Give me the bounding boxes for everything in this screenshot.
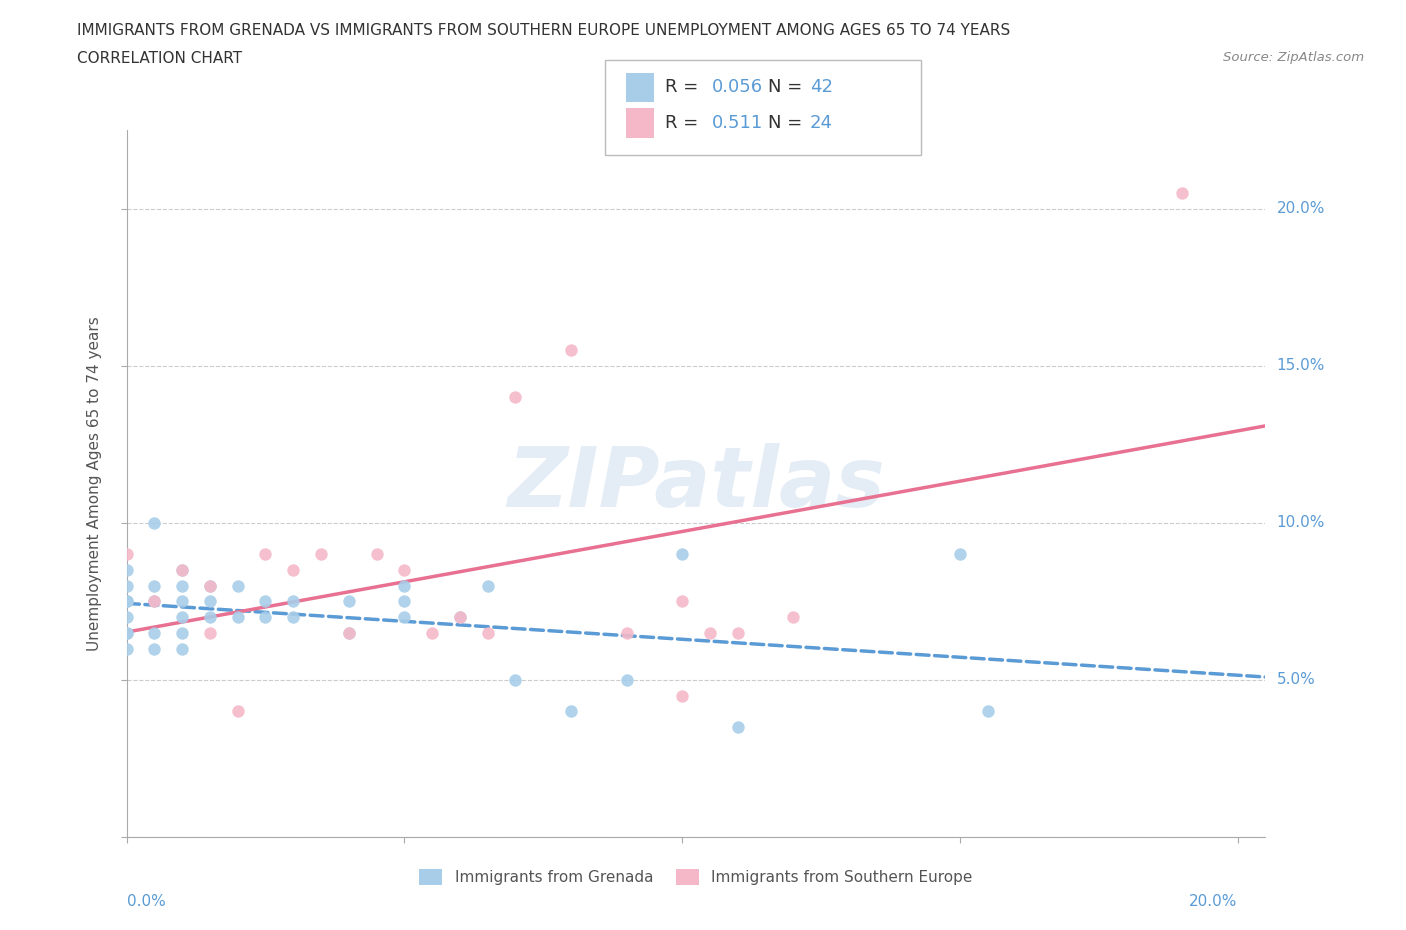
Point [172, 625, 194, 640]
Point [115, 578, 138, 593]
Point [671, 688, 693, 703]
Text: CORRELATION CHART: CORRELATION CHART [77, 51, 242, 66]
Point [115, 594, 138, 609]
Point [198, 610, 221, 625]
Point [782, 610, 804, 625]
Text: N =: N = [768, 78, 807, 97]
Text: 15.0%: 15.0% [1277, 358, 1324, 373]
Text: R =: R = [665, 113, 710, 132]
Point [394, 594, 416, 609]
Text: 20.0%: 20.0% [1189, 894, 1237, 909]
Point [198, 625, 221, 640]
Text: Source: ZipAtlas.com: Source: ZipAtlas.com [1223, 51, 1364, 64]
Point [115, 547, 138, 562]
Point [115, 625, 138, 640]
Point [949, 547, 972, 562]
Point [143, 594, 166, 609]
Point [115, 563, 138, 578]
Text: IMMIGRANTS FROM GRENADA VS IMMIGRANTS FROM SOUTHERN EUROPE UNEMPLOYMENT AMONG AG: IMMIGRANTS FROM GRENADA VS IMMIGRANTS FR… [77, 23, 1011, 38]
Point [226, 704, 249, 719]
Point [143, 625, 166, 640]
Point [616, 672, 638, 687]
Point [420, 625, 443, 640]
Point [477, 625, 499, 640]
Point [143, 594, 166, 609]
Point [254, 547, 277, 562]
Point [671, 547, 693, 562]
Point [172, 610, 194, 625]
Point [449, 610, 471, 625]
Text: 5.0%: 5.0% [1277, 672, 1315, 687]
Point [115, 641, 138, 656]
Point [115, 625, 138, 640]
Text: 24: 24 [810, 113, 832, 132]
Point [477, 578, 499, 593]
Point [115, 594, 138, 609]
Text: 0.511: 0.511 [711, 113, 762, 132]
Point [254, 594, 277, 609]
Point [337, 625, 360, 640]
Point [309, 547, 332, 562]
Y-axis label: Unemployment Among Ages 65 to 74 years: Unemployment Among Ages 65 to 74 years [87, 316, 103, 651]
Text: 20.0%: 20.0% [1277, 201, 1324, 217]
Text: R =: R = [665, 78, 704, 97]
Point [505, 672, 527, 687]
Text: 0.0%: 0.0% [127, 894, 166, 909]
Point [394, 563, 416, 578]
Legend: Immigrants from Grenada, Immigrants from Southern Europe: Immigrants from Grenada, Immigrants from… [412, 862, 980, 893]
Point [699, 625, 721, 640]
Point [172, 563, 194, 578]
Text: N =: N = [768, 113, 807, 132]
Text: 0.056: 0.056 [711, 78, 762, 97]
Point [560, 704, 582, 719]
Point [727, 625, 749, 640]
Point [198, 594, 221, 609]
Point [172, 594, 194, 609]
Point [143, 515, 166, 530]
Point [616, 625, 638, 640]
Point [337, 594, 360, 609]
Point [143, 578, 166, 593]
Point [505, 390, 527, 405]
Point [115, 610, 138, 625]
Text: ZIPatlas: ZIPatlas [508, 443, 884, 525]
Point [198, 578, 221, 593]
Point [283, 594, 305, 609]
Point [172, 578, 194, 593]
Point [198, 578, 221, 593]
Point [283, 563, 305, 578]
Point [172, 641, 194, 656]
Point [976, 704, 998, 719]
Point [1171, 186, 1194, 201]
Point [337, 625, 360, 640]
Point [226, 578, 249, 593]
Point [172, 563, 194, 578]
Point [226, 610, 249, 625]
Text: 42: 42 [810, 78, 832, 97]
Point [394, 610, 416, 625]
Point [449, 610, 471, 625]
Text: 10.0%: 10.0% [1277, 515, 1324, 530]
Point [254, 610, 277, 625]
Point [560, 342, 582, 357]
Point [394, 578, 416, 593]
Point [671, 594, 693, 609]
Point [283, 610, 305, 625]
Point [366, 547, 388, 562]
Point [143, 641, 166, 656]
Point [727, 720, 749, 735]
